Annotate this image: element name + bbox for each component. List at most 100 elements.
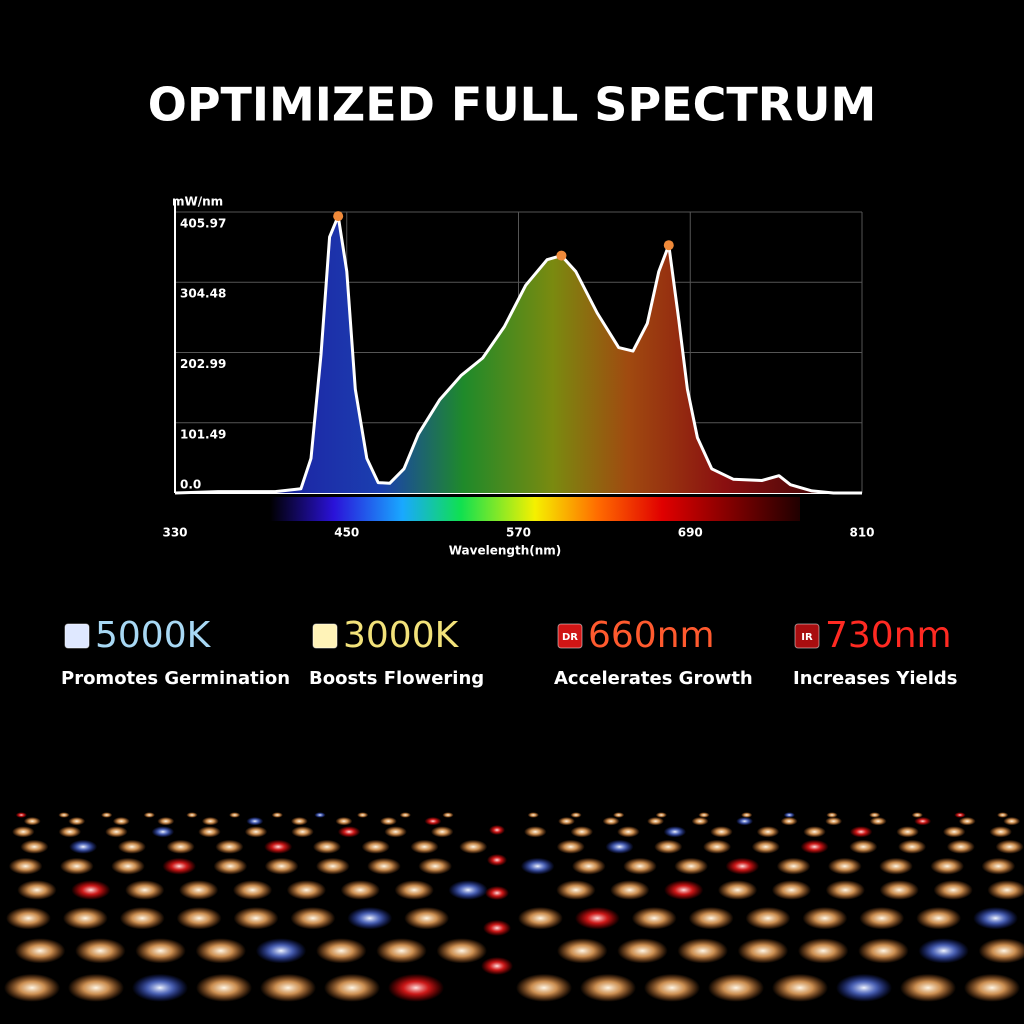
led-glow (663, 826, 687, 838)
feature-icon (312, 623, 338, 649)
led-glow (157, 817, 175, 826)
led-glow (246, 817, 264, 826)
led-glow (71, 880, 111, 900)
led-glow (973, 907, 1018, 930)
x-axis-label: Wavelength(nm) (449, 544, 562, 558)
led-glow (119, 907, 165, 930)
feature-title: 660nm (588, 615, 715, 656)
led-glow (162, 857, 196, 875)
x-tick-label: 810 (849, 526, 874, 540)
led-glow (879, 857, 913, 875)
peak-marker (663, 240, 674, 251)
led-glow (58, 812, 70, 818)
led-glow (745, 907, 791, 930)
led-glow (644, 973, 700, 1002)
led-glow (58, 826, 82, 838)
led-glow (69, 839, 98, 854)
led-glow (826, 812, 838, 818)
led-glow (436, 938, 487, 964)
led-glow (556, 839, 585, 854)
led-glow (605, 839, 634, 854)
spectrum-line (174, 214, 862, 495)
led-glow (946, 839, 975, 854)
led-glow (780, 817, 798, 826)
led-glow (361, 839, 390, 854)
led-glow (708, 973, 764, 1002)
led-glow (674, 857, 708, 875)
led-glow (233, 907, 279, 930)
led-glow (195, 938, 247, 964)
led-glow (17, 880, 57, 900)
led-glow (14, 938, 66, 964)
led-glow (135, 938, 186, 964)
led-glow (117, 839, 146, 854)
led-glow (989, 826, 1012, 838)
led-glow (772, 973, 828, 1002)
led-glow (23, 817, 41, 826)
led-glow (825, 880, 865, 900)
led-glow (68, 817, 86, 826)
led-glow (825, 817, 843, 826)
feature-title: 3000K (343, 615, 460, 656)
led-glow (448, 880, 488, 900)
led-glow (6, 907, 51, 930)
led-glow (111, 857, 145, 875)
led-glow (933, 880, 973, 900)
led-glow (978, 938, 1024, 964)
led-glow (176, 907, 222, 930)
led-glow (430, 826, 454, 838)
led-glow (556, 880, 596, 900)
led-glow (314, 812, 326, 818)
led-glow (610, 880, 650, 900)
led-glow (580, 973, 636, 1002)
led-glow (357, 812, 369, 818)
led-glow (418, 857, 453, 875)
led-glow (399, 812, 411, 818)
led-glow (12, 826, 35, 838)
feature-icon (557, 623, 583, 649)
led-glow (380, 817, 397, 826)
led-glow (930, 857, 964, 875)
led-glow (557, 938, 608, 964)
led-glow (987, 880, 1024, 900)
led-glow (264, 839, 293, 854)
led-glow (717, 880, 758, 900)
led-glow (703, 839, 732, 854)
led-glow (4, 973, 60, 1002)
led-glow (756, 826, 780, 838)
led-glow (617, 826, 640, 838)
led-glow (410, 839, 439, 854)
led-glow (981, 857, 1016, 875)
led-glow (179, 880, 219, 900)
x-tick-label: 450 (334, 526, 359, 540)
led-glow (424, 817, 442, 826)
led-glow (62, 907, 108, 930)
led-glow (324, 973, 380, 1002)
led-glow (688, 907, 734, 930)
led-glow (570, 826, 594, 838)
led-glow (654, 839, 683, 854)
led-glow (264, 857, 299, 875)
feature-subtitle: Promotes Germination (61, 668, 290, 689)
led-glow (105, 826, 128, 838)
led-glow (112, 817, 130, 826)
led-glow (617, 938, 668, 964)
led-glow (20, 839, 49, 854)
led-glow (229, 812, 241, 818)
led-glow (655, 812, 667, 818)
led-glow (60, 857, 94, 875)
feature-subtitle: Boosts Flowering (309, 668, 484, 689)
led-photo (4, 812, 1024, 1002)
feature-subtitle: Increases Yields (793, 668, 958, 689)
y-axis-label: mW/nm (172, 195, 223, 209)
led-glow (647, 817, 664, 826)
features: 5000K Promotes Germination 3000K Boosts Flo… (61, 615, 958, 689)
led-glow (771, 880, 812, 900)
led-glow (132, 973, 188, 1002)
led-glow (849, 839, 878, 854)
led-glow (15, 812, 27, 818)
led-glow (995, 839, 1024, 854)
led-glow (8, 857, 43, 875)
led-glow (859, 907, 905, 930)
led-glow (964, 973, 1020, 1002)
